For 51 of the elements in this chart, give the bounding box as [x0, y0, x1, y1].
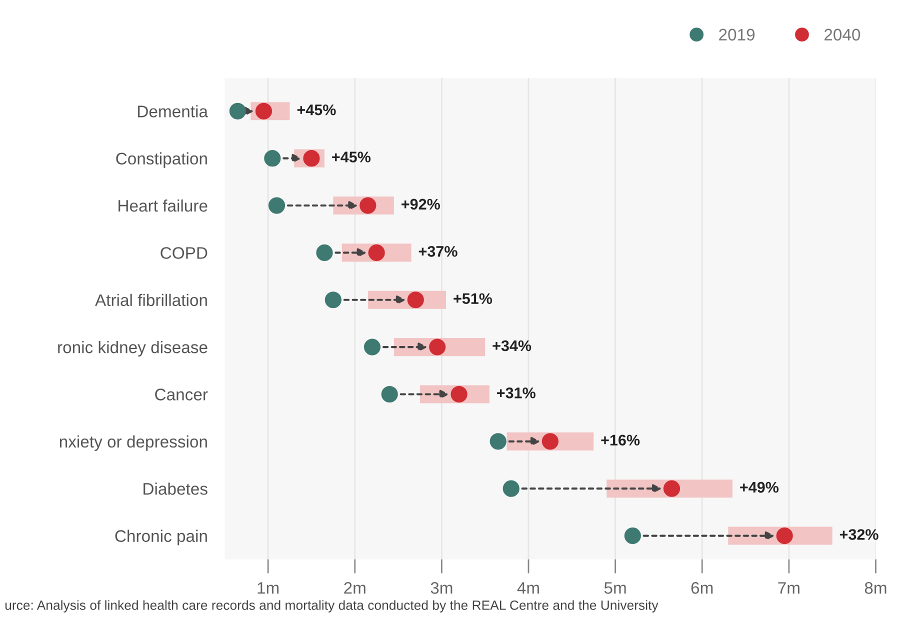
- point: [542, 433, 558, 450]
- y-tick-label: COPD: [160, 247, 208, 259]
- annotation: +32%: [840, 529, 878, 540]
- point: [450, 386, 468, 403]
- point: [364, 338, 381, 356]
- y-tick-label: Chronic pain: [115, 530, 207, 546]
- annotation: +92%: [402, 198, 440, 210]
- annotation: +37%: [418, 246, 458, 257]
- legend-label: 2019: [719, 28, 755, 41]
- y-tick-label: Atrial fibrillation: [95, 294, 207, 306]
- annotation: +34%: [492, 340, 532, 352]
- point: [663, 480, 680, 497]
- annotation: +45%: [332, 152, 371, 162]
- point: [502, 480, 520, 497]
- y-tick-label: Diabetes: [144, 482, 208, 495]
- point: [255, 102, 272, 120]
- annotation: +51%: [454, 293, 492, 304]
- point: [368, 244, 385, 261]
- x-tick-label: 2m: [344, 582, 366, 594]
- y-tick-label: ronic kidney disease: [58, 341, 208, 357]
- x-tick-label: 1m: [258, 582, 279, 594]
- x-tick-label: 4m: [517, 582, 539, 594]
- x-tick-label: 5m: [604, 582, 626, 594]
- y-tick-label: Heart failure: [118, 199, 208, 212]
- point: [490, 433, 506, 450]
- x-tick-label: 6m: [691, 582, 713, 594]
- y-tick-label: Constipation: [116, 152, 207, 168]
- point: [624, 527, 641, 544]
- point: [303, 150, 320, 167]
- point: [776, 527, 793, 544]
- x-tick-label: 3m: [430, 582, 452, 594]
- legend-label: 2040: [824, 28, 860, 41]
- y-tick-label: nxiety or depression: [60, 435, 207, 451]
- annotation: +49%: [740, 482, 779, 493]
- point: [316, 244, 333, 261]
- annotation: +31%: [497, 388, 536, 398]
- point: [324, 292, 342, 308]
- x-tick-label: 8m: [864, 582, 886, 594]
- y-tick-label: Cancer: [155, 388, 208, 400]
- point: [268, 197, 286, 214]
- point: [264, 150, 281, 167]
- annotation: +45%: [297, 104, 336, 116]
- point: [229, 102, 246, 120]
- point: [381, 386, 398, 403]
- text: urce: Analysis of linked health care records and mortality data conducted by the REAL Centre and the University: [5, 600, 658, 612]
- point: [429, 338, 446, 356]
- annotation: +16%: [601, 434, 640, 446]
- point: [360, 197, 376, 214]
- x-tick-label: 7m: [778, 582, 800, 594]
- y-tick-label: Dementia: [138, 105, 208, 118]
- point: [407, 292, 424, 308]
